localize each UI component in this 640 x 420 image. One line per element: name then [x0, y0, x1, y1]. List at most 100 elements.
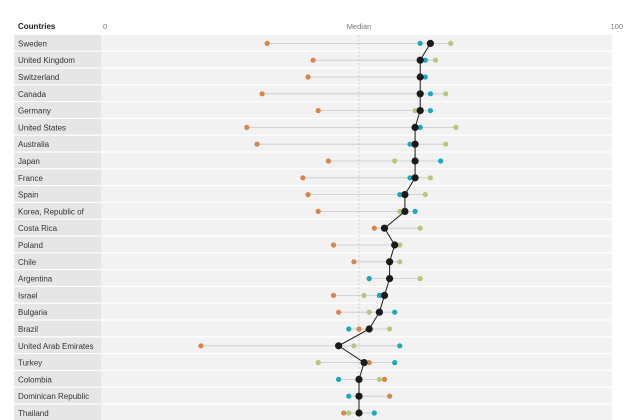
label-bg-israel: [14, 287, 101, 303]
dot-orange-united-arab-emirates: [198, 343, 204, 349]
dot-orange-united-states: [244, 124, 250, 130]
dot-orange-japan: [325, 158, 331, 164]
dot-green-brazil: [387, 326, 393, 332]
dot-green-colombia: [376, 376, 382, 382]
countries-header: Countries: [18, 22, 56, 31]
plot-bg-united-arab-emirates: [101, 337, 612, 353]
country-label-colombia: Colombia: [18, 375, 52, 384]
dot-teal-brazil: [346, 326, 352, 332]
row-background-layer: [14, 35, 612, 420]
dot-orange-brazil: [356, 326, 362, 332]
label-bg-bulgaria: [14, 303, 101, 320]
dot-orange-colombia: [381, 376, 388, 382]
dot-teal-united-arab-emirates: [397, 343, 403, 349]
dot-teal-canada: [427, 91, 433, 97]
dot-overall-germany: [416, 107, 424, 115]
label-bg-korea-republic-of: [14, 203, 101, 219]
plot-bg-switzerland: [101, 68, 612, 85]
plot-bg-australia: [101, 135, 612, 152]
label-bg-dominican-republic: [14, 387, 101, 404]
plot-bg-germany: [101, 102, 612, 118]
dot-overall-colombia: [355, 375, 363, 383]
dot-overall-japan: [411, 157, 419, 165]
plot-bg-chile: [101, 253, 612, 269]
plot-bg-france: [101, 169, 612, 185]
dot-green-israel: [361, 292, 367, 298]
dot-orange-sweden: [264, 40, 270, 47]
label-bg-brazil: [14, 320, 101, 337]
dot-green-japan: [392, 158, 398, 164]
dot-overall-bulgaria: [375, 308, 383, 316]
dot-teal-united-kingdom: [422, 57, 428, 63]
dot-overall-spain: [401, 191, 409, 199]
dot-overall-united-arab-emirates: [335, 342, 343, 350]
dot-overall-korea-republic-of: [401, 207, 409, 215]
plot-bg-united-kingdom: [101, 51, 612, 68]
dot-overall-chile: [386, 258, 394, 266]
dot-teal-bulgaria: [392, 309, 398, 315]
data-points: [198, 39, 459, 417]
dot-green-canada: [443, 91, 449, 97]
plot-bg-japan: [101, 152, 612, 169]
label-bg-colombia: [14, 371, 101, 387]
dot-overall-thailand: [355, 409, 363, 417]
dot-orange-switzerland: [305, 74, 311, 80]
dot-orange-france: [300, 175, 306, 181]
plot-bg-canada: [101, 85, 612, 101]
label-bg-switzerland: [14, 68, 101, 85]
country-label-spain: Spain: [18, 191, 38, 200]
dot-orange-costa-rica: [371, 225, 377, 231]
dot-green-united-arab-emirates: [351, 343, 357, 349]
dot-teal-dominican-republic: [346, 393, 352, 399]
label-bg-chile: [14, 253, 101, 269]
dot-overall-dominican-republic: [355, 392, 363, 400]
dot-orange-canada: [259, 91, 265, 97]
dot-overall-united-states: [411, 123, 419, 131]
country-label-japan: Japan: [18, 157, 40, 166]
dot-green-germany: [412, 108, 418, 114]
country-label-united-kingdom: United Kingdom: [18, 56, 75, 65]
dot-teal-colombia: [336, 376, 342, 382]
dot-teal-united-states: [417, 124, 423, 130]
dot-orange-australia: [254, 141, 260, 147]
plot-bg-bulgaria: [101, 303, 612, 320]
dot-overall-sweden: [426, 39, 434, 48]
dot-orange-poland: [330, 242, 337, 248]
dot-overall-brazil: [365, 325, 373, 333]
dot-orange-dominican-republic: [387, 393, 393, 399]
dot-green-chile: [397, 259, 403, 265]
dot-overall-switzerland: [416, 73, 424, 81]
plot-bg-argentina: [101, 270, 612, 286]
country-label-dominican-republic: Dominican Republic: [18, 392, 89, 401]
dot-green-korea-republic-of: [397, 208, 403, 214]
dot-orange-turkey: [366, 360, 372, 366]
x-tick-0: 0: [103, 22, 107, 31]
country-label-korea-republic-of: Korea, Republic of: [18, 207, 85, 216]
label-bg-united-states: [14, 119, 101, 135]
label-bg-united-arab-emirates: [14, 337, 101, 353]
dot-green-bulgaria: [366, 309, 372, 315]
country-label-australia: Australia: [18, 140, 50, 149]
plot-bg-sweden: [101, 35, 612, 51]
country-label-israel: Israel: [18, 291, 38, 300]
dot-orange-germany: [315, 108, 321, 114]
dot-green-australia: [443, 141, 449, 147]
plot-bg-spain: [101, 186, 612, 202]
dot-teal-japan: [438, 158, 444, 164]
dot-green-sweden: [448, 40, 454, 47]
country-label-sweden: Sweden: [18, 39, 47, 48]
plot-bg-united-states: [101, 119, 612, 135]
country-labels: Sweden United Kingdom Switzerland Canada Ger…: [18, 39, 94, 418]
dot-overall-costa-rica: [380, 224, 389, 232]
dot-orange-chile: [351, 259, 357, 265]
dot-orange-israel: [330, 292, 337, 298]
dot-green-united-states: [453, 124, 459, 130]
dot-overall-poland: [391, 241, 399, 249]
dot-overall-argentina: [386, 275, 394, 283]
country-label-argentina: Argentina: [18, 275, 53, 284]
country-label-brazil: Brazil: [18, 325, 38, 334]
label-bg-spain: [14, 186, 101, 202]
plot-bg-korea-republic-of: [101, 203, 612, 219]
country-label-chile: Chile: [18, 258, 37, 267]
